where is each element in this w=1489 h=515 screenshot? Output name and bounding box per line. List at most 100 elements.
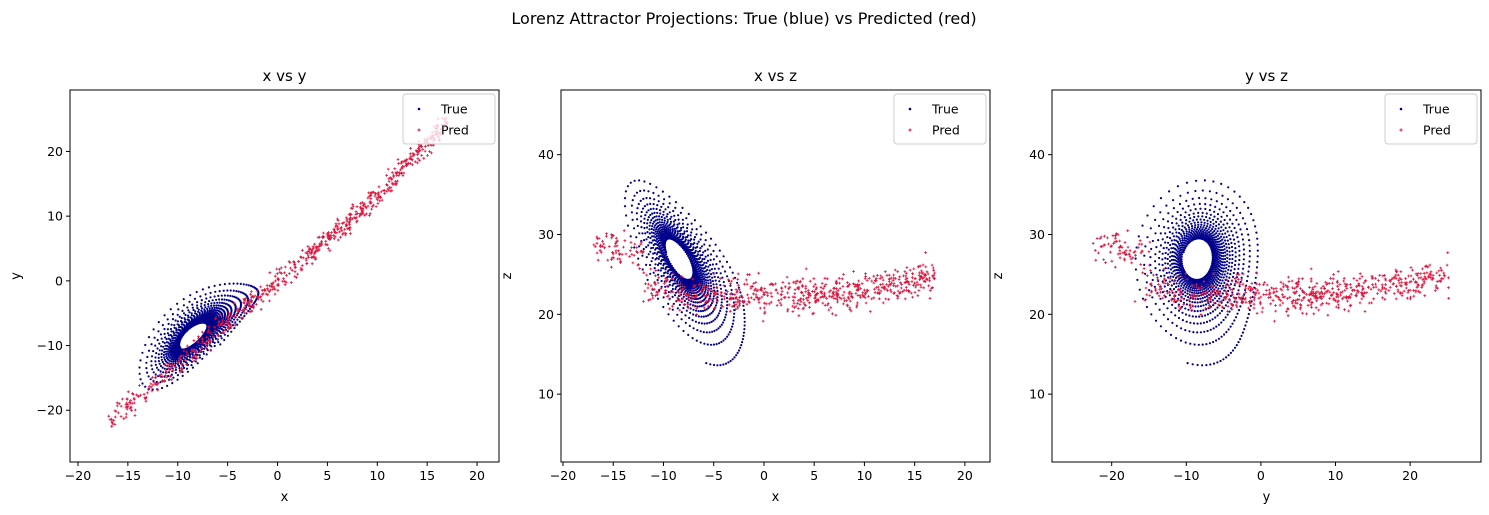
point-true [152,371,155,374]
point-pred [248,304,252,308]
point-true [233,295,236,298]
point-true [1218,208,1221,211]
point-true [1178,202,1181,206]
point-true [157,321,160,324]
point-true [743,328,746,331]
point-true [660,275,663,278]
point-true [643,205,647,208]
point-true [1206,222,1209,225]
point-true [218,290,221,293]
point-true [1228,258,1231,261]
point-true [1181,207,1184,210]
point-true [1181,239,1184,242]
point-true [222,289,225,292]
point-true [666,218,669,221]
point-true [702,331,705,334]
point-true [664,268,667,271]
point-true [1224,304,1227,307]
point-true [186,358,189,361]
point-pred [107,414,111,418]
point-true [699,247,702,250]
point-true [1190,291,1194,294]
point-pred [353,216,357,220]
point-true [203,308,206,311]
point-true [1184,307,1187,310]
point-true [657,273,660,276]
point-true [1169,264,1172,267]
point-true [1210,198,1213,201]
point-pred [341,232,344,236]
point-true [1211,310,1215,313]
point-pred [147,385,151,388]
point-pred [390,177,393,180]
point-true [714,318,717,321]
point-true [656,204,659,207]
point-true [718,280,721,283]
point-true [1212,362,1216,365]
point-true [706,254,710,257]
point-true [1230,241,1233,245]
point-true [1171,321,1174,324]
point-true [1189,209,1192,212]
point-true [1198,315,1201,318]
point-true [706,314,710,317]
point-true [1145,305,1148,309]
point-true [1226,222,1229,225]
point-true [1225,206,1228,209]
point-true [668,195,671,198]
point-true [1225,263,1228,266]
point-true [722,363,725,366]
point-true [233,318,236,321]
point-true [1172,287,1176,291]
point-pred [375,198,379,202]
point-true [146,355,149,359]
x-axis-label: x [281,490,289,505]
point-true [1197,292,1200,295]
point-true [726,300,729,303]
point-true [169,308,172,311]
point-true [231,320,234,323]
point-pred [221,318,224,322]
point-true [170,360,173,363]
point-true [1254,225,1257,228]
point-true [1203,221,1206,224]
point-true [623,205,627,208]
point-true [706,276,709,279]
point-true [1206,329,1209,333]
point-true [1197,305,1200,308]
point-true [1224,239,1227,242]
point-true [742,308,746,312]
point-true [1181,282,1184,285]
point-true [1188,330,1191,333]
point-true [172,376,175,379]
point-true [656,211,659,214]
point-true [1152,205,1155,208]
point-true [213,341,216,344]
point-pred [207,328,211,332]
point-true [151,368,154,371]
point-true [1186,362,1189,365]
point-true [727,361,730,364]
point-true [157,353,160,356]
point-true [220,298,224,301]
point-pred [223,328,227,332]
point-true [1166,236,1169,239]
point-true [1199,225,1202,229]
point-true [1221,273,1224,276]
point-pred [313,242,316,246]
point-true [1228,234,1231,237]
point-true [1229,283,1232,286]
point-true [1181,225,1184,228]
point-true [696,329,699,332]
point-true [671,308,674,311]
point-true [1228,226,1231,229]
point-true [719,287,723,290]
point-true [673,214,676,217]
point-true [164,360,167,363]
point-true [709,284,713,287]
point-true [1162,247,1165,250]
point-true [1227,280,1230,283]
point-pred [333,235,337,239]
